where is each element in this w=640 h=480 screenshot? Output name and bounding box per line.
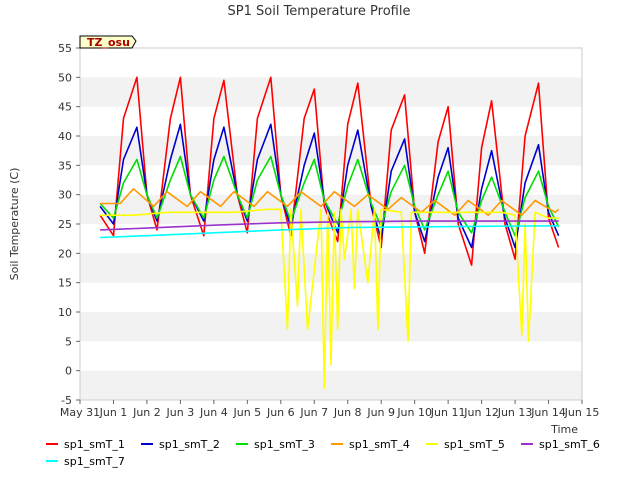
x-tick-label: Jun 4 — [199, 406, 228, 419]
grid-band — [80, 106, 582, 136]
x-axis-ticks: May 31 Jun 1 Jun 2 Jun 3 Jun 4 Jun 5 Jun 6 Jun … — [60, 400, 599, 419]
y-tick-label: 35 — [58, 159, 72, 172]
x-tick-label: Jun 3 — [166, 406, 195, 419]
series-line-sp1_smT_2 — [99, 123, 560, 249]
x-tick-label: Jun 1 — [99, 406, 128, 419]
legend-label-sp1_smT_2: sp1_smT_2 — [159, 438, 220, 451]
legend-label-sp1_smT_6: sp1_smT_6 — [539, 438, 600, 451]
legend-label-sp1_smT_1: sp1_smT_1 — [64, 438, 125, 451]
y-axis-ticks: -5 0 5 10 15 20 25 30 35 40 45 50 55 — [58, 42, 80, 407]
x-tick-label: Jun 10 — [396, 406, 432, 419]
x-tick-label: Jun 15 — [564, 406, 600, 419]
badge-shape — [79, 35, 137, 49]
x-tick-label: Jun 5 — [232, 406, 261, 419]
y-tick-label: 20 — [58, 247, 72, 260]
series-line-sp1_smT_3 — [99, 155, 560, 237]
badge-label: TZ_osu — [87, 36, 130, 49]
series-line-sp1_smT_1 — [99, 76, 560, 266]
x-tick-label: Jun 6 — [266, 406, 295, 419]
y-tick-label: -5 — [61, 394, 72, 407]
legend-label-sp1_smT_4: sp1_smT_4 — [349, 438, 410, 451]
legend: sp1_smT_1 sp1_smT_2 sp1_smT_3 sp1_smT_4 sp1_… — [46, 438, 600, 468]
grid-band — [80, 370, 582, 400]
y-tick-label: 5 — [65, 335, 72, 348]
grid-band — [80, 253, 582, 283]
grid-band — [80, 48, 582, 78]
y-tick-label: 15 — [58, 277, 72, 290]
x-axis-label: Time — [550, 423, 578, 436]
legend-label-sp1_smT_7: sp1_smT_7 — [64, 455, 125, 468]
legend-label-sp1_smT_3: sp1_smT_3 — [254, 438, 315, 451]
grid-band — [80, 77, 582, 107]
x-tick-label: Jun 13 — [497, 406, 533, 419]
x-tick-label: Jun 7 — [299, 406, 328, 419]
y-tick-label: 40 — [58, 130, 72, 143]
station-badge: TZ_osu — [79, 35, 137, 49]
series-line-sp1_smT_6 — [100, 220, 559, 231]
x-tick-label: Jun 14 — [530, 406, 566, 419]
series-line-sp1_smT_4 — [100, 188, 560, 216]
grid-band — [80, 282, 582, 312]
y-axis-label: Soil Temperature (C) — [8, 168, 21, 281]
chart-title: SP1 Soil Temperature Profile — [228, 4, 411, 19]
x-tick-label: Jun 8 — [333, 406, 362, 419]
grid-band — [80, 194, 582, 224]
y-tick-label: 55 — [58, 42, 72, 55]
x-tick-label: Jun 12 — [463, 406, 499, 419]
y-tick-label: 50 — [58, 71, 72, 84]
x-tick-label: Jun 11 — [430, 406, 466, 419]
series-line-sp1_smT_7 — [100, 225, 559, 239]
legend-label-sp1_smT_5: sp1_smT_5 — [444, 438, 505, 451]
x-tick-label: Jun 9 — [366, 406, 395, 419]
series-line-sp1_smT_5 — [100, 208, 559, 390]
x-tick-label: Jun 2 — [132, 406, 161, 419]
y-tick-label: 45 — [58, 101, 72, 114]
y-tick-label: 25 — [58, 218, 72, 231]
grid-band — [80, 136, 582, 166]
y-tick-label: 30 — [58, 189, 72, 202]
series-lines — [99, 76, 560, 390]
grid-bands — [80, 48, 582, 400]
y-tick-label: 10 — [58, 306, 72, 319]
grid-band — [80, 165, 582, 195]
x-tick-label: May 31 — [60, 406, 100, 419]
y-tick-label: 0 — [65, 365, 72, 378]
